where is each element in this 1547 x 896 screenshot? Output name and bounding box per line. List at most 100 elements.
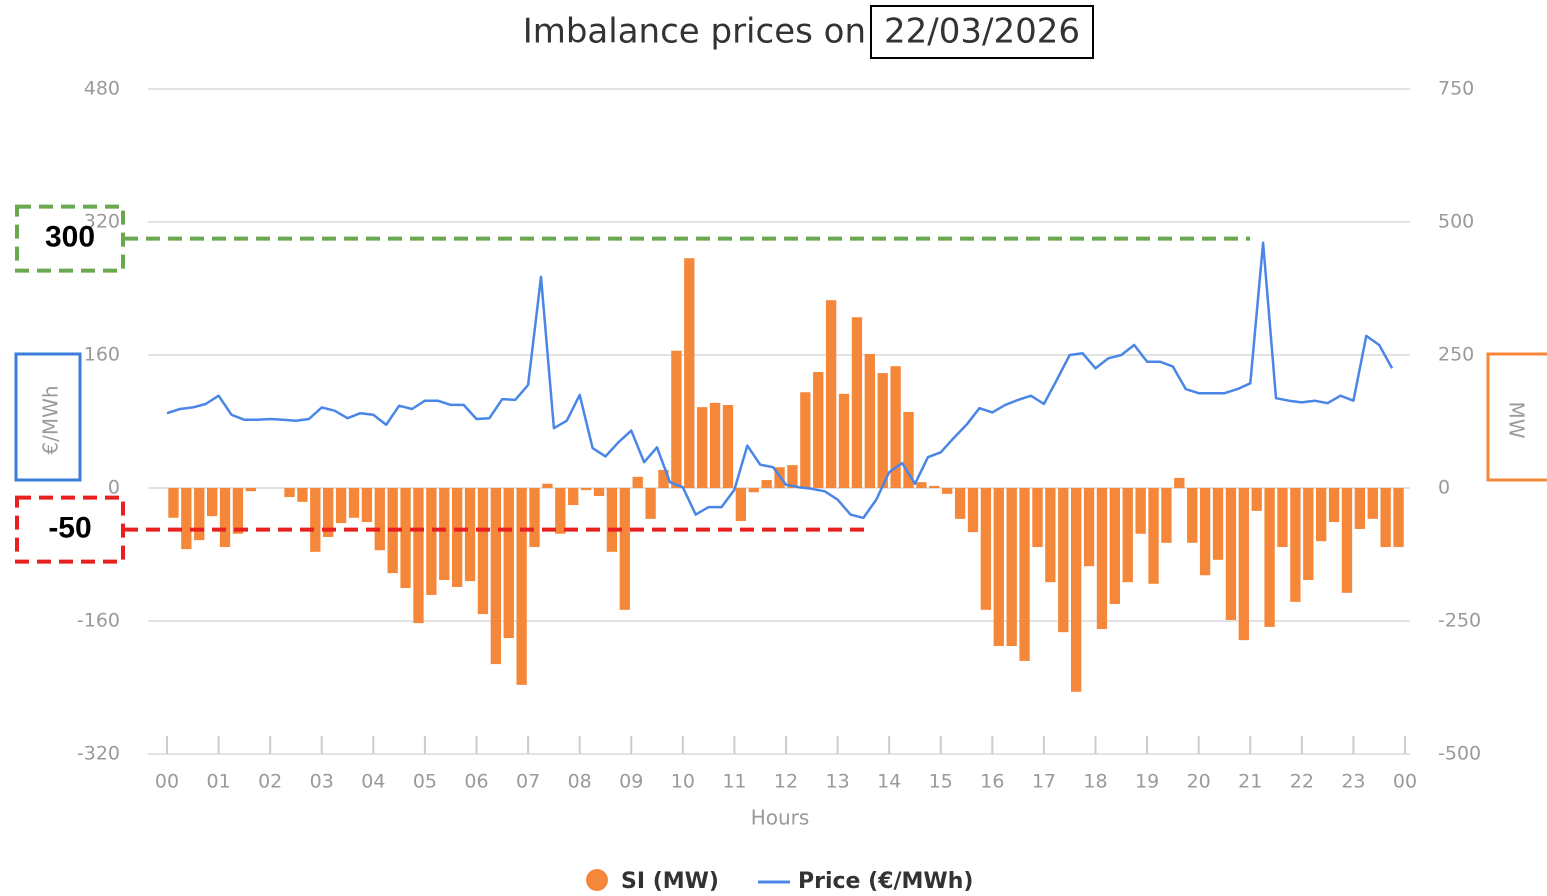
bar <box>993 488 1004 647</box>
bar <box>1058 488 1069 633</box>
x-tick-label: 18 <box>1083 771 1107 793</box>
bar <box>1328 488 1340 523</box>
y2-axis-label: MW <box>1505 401 1529 438</box>
x-tick-label: 15 <box>929 771 953 793</box>
bar <box>1277 488 1288 548</box>
plot-area <box>148 88 1410 755</box>
y2-tick-label: -500 <box>1438 743 1481 765</box>
bar <box>181 488 192 550</box>
x-tick-label: 12 <box>774 771 798 793</box>
x-tick-label: 17 <box>1032 771 1056 793</box>
bar <box>194 488 205 541</box>
bar <box>426 488 437 595</box>
bar <box>877 373 888 488</box>
reference-box <box>15 204 125 273</box>
bar <box>335 488 347 524</box>
bar <box>477 488 489 615</box>
bar <box>1070 488 1082 692</box>
bar <box>1238 488 1249 641</box>
chart-title: Imbalance prices on <box>523 12 866 52</box>
bar <box>1019 488 1030 661</box>
x-tick-label: 02 <box>258 771 282 793</box>
bar <box>748 488 759 493</box>
bar <box>1341 488 1353 593</box>
bar <box>1109 488 1121 604</box>
chart-date: 22/03/2026 <box>884 12 1080 52</box>
bar <box>735 488 747 521</box>
reference-label: 300 <box>45 221 95 254</box>
bar <box>890 366 901 488</box>
y2-tick-label: 250 <box>1438 344 1474 366</box>
bar <box>942 488 953 494</box>
bar <box>1187 488 1198 543</box>
y-tick-label: -320 <box>77 743 120 765</box>
bar <box>219 488 231 548</box>
bar <box>1225 488 1237 620</box>
bar <box>580 488 592 491</box>
bar <box>813 372 824 488</box>
bar <box>800 392 811 488</box>
bar <box>864 353 875 488</box>
x-tick-label: 07 <box>516 771 540 793</box>
bar <box>1354 488 1366 529</box>
x-tick-label: 11 <box>722 771 746 793</box>
bar <box>245 488 256 492</box>
legend-label: SI (MW) <box>621 869 719 894</box>
legend: SI (MW) Price (€/MWh) <box>586 869 973 894</box>
x-axis-label: Hours <box>751 806 810 830</box>
x-tick-label: 00 <box>1393 771 1417 793</box>
x-tick-label: 04 <box>361 771 385 793</box>
bar <box>1212 488 1224 560</box>
y-tick-label: 0 <box>108 477 120 499</box>
bar <box>1161 488 1172 543</box>
bar <box>1032 488 1043 548</box>
bar <box>916 482 927 488</box>
bar <box>761 480 772 488</box>
bar <box>206 488 218 517</box>
bar <box>323 488 334 537</box>
bar <box>838 393 850 488</box>
y2-tick-label: 0 <box>1438 477 1450 499</box>
bar <box>1264 488 1275 627</box>
bar <box>1303 488 1314 581</box>
bar <box>619 488 630 610</box>
bar <box>168 488 179 518</box>
y-label-box <box>14 352 82 482</box>
bar <box>980 488 992 610</box>
bar <box>1122 488 1133 583</box>
bar <box>348 488 360 518</box>
bar <box>361 488 373 523</box>
bar <box>645 488 656 519</box>
reference-label: -50 <box>48 511 91 544</box>
bar <box>284 488 295 498</box>
bar <box>1251 488 1262 511</box>
bar <box>1316 488 1327 542</box>
bar <box>1290 488 1301 602</box>
bar <box>671 350 682 488</box>
bar <box>1199 488 1211 576</box>
y2-tick-label: 750 <box>1438 78 1474 100</box>
y2-tick-label: -250 <box>1438 610 1481 632</box>
bar <box>684 258 695 488</box>
bar <box>542 483 553 488</box>
x-tick-label: 20 <box>1187 771 1211 793</box>
x-tick-label: 03 <box>310 771 334 793</box>
y-tick-label: 160 <box>84 344 120 366</box>
bar <box>929 485 940 488</box>
bar <box>1096 488 1108 629</box>
bar <box>967 488 979 533</box>
bar <box>709 402 721 488</box>
x-tick-label: 22 <box>1290 771 1314 793</box>
x-tick-label: 21 <box>1238 771 1262 793</box>
bar <box>593 488 605 496</box>
bar <box>374 488 385 551</box>
y-tick-label: 480 <box>84 78 120 100</box>
bar <box>1393 488 1404 548</box>
bar <box>1367 488 1378 519</box>
bar <box>1148 488 1159 584</box>
x-tick-label: 05 <box>413 771 437 793</box>
bar <box>516 488 527 685</box>
bar <box>413 488 424 624</box>
bar <box>903 411 914 488</box>
x-tick-label: 06 <box>464 771 488 793</box>
